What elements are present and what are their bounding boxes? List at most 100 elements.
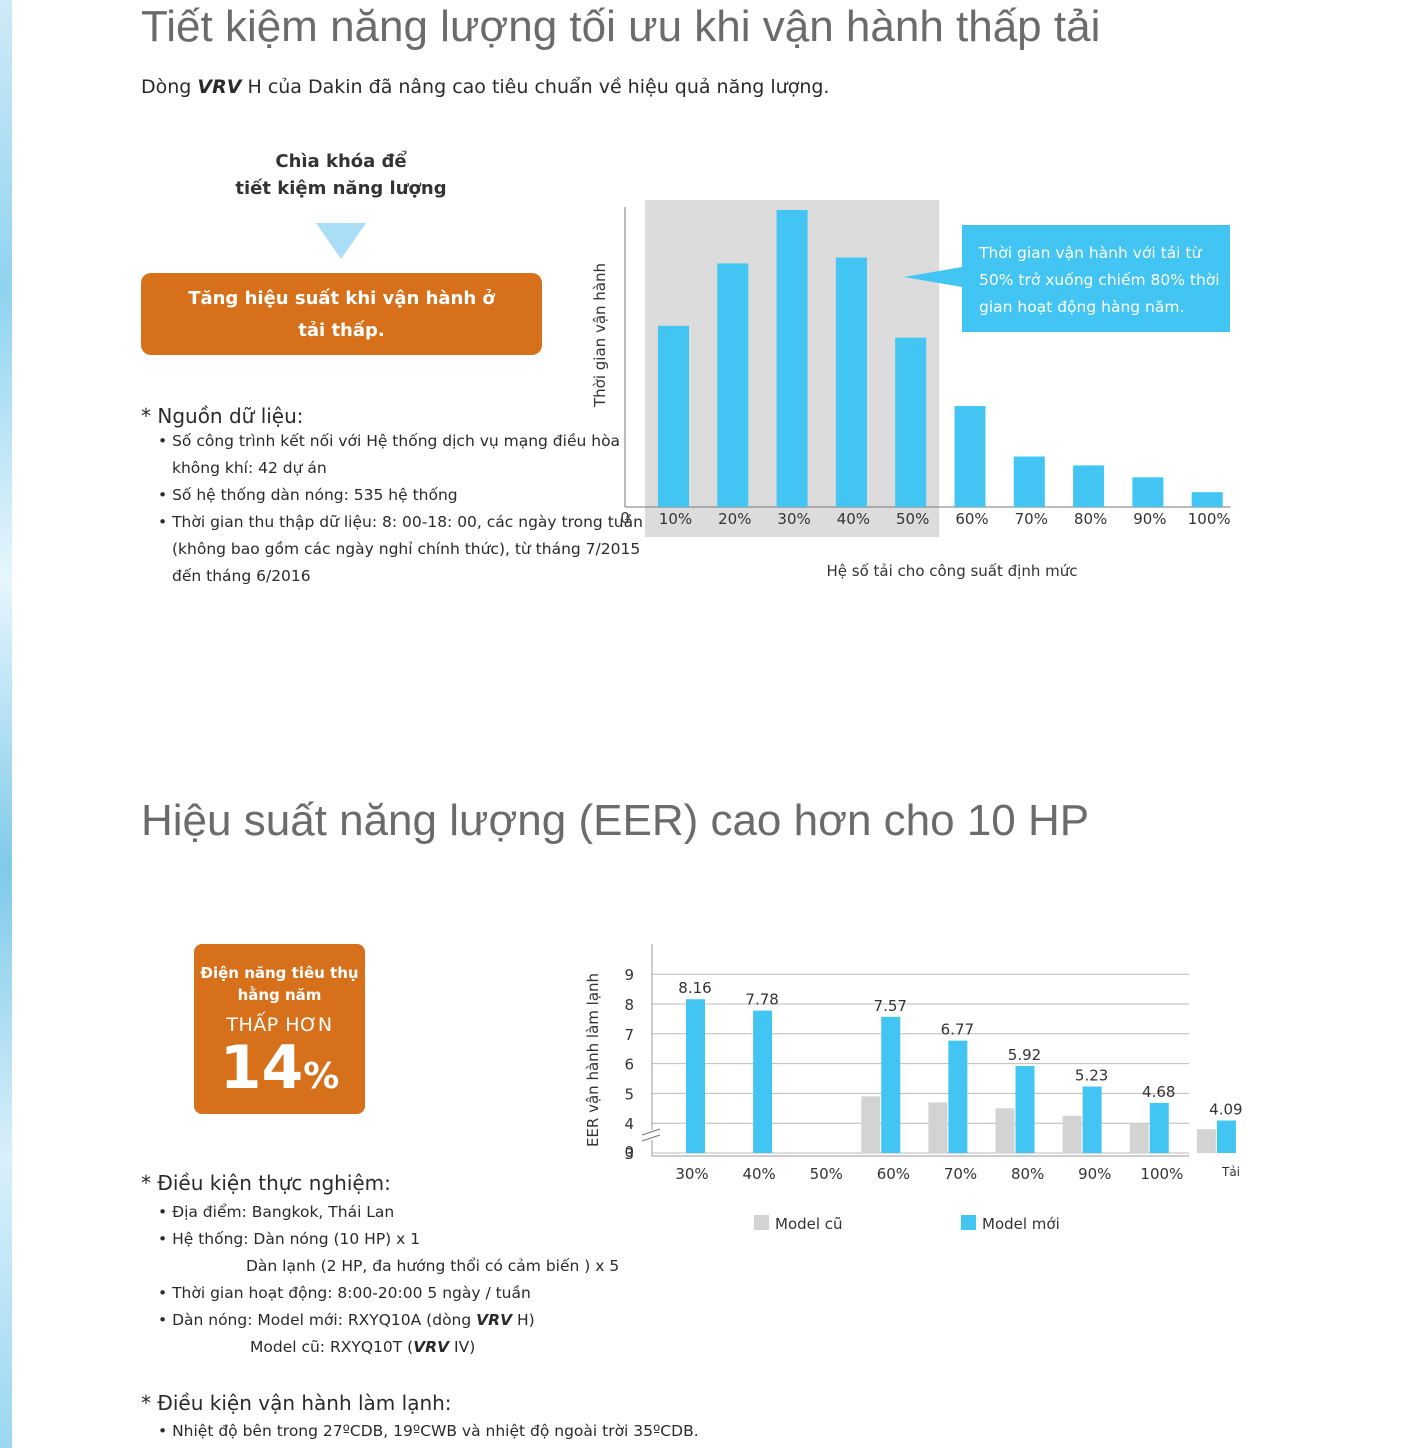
vrv-brand: VRV	[476, 1311, 513, 1329]
data-label: 4.09	[1209, 1101, 1242, 1119]
y-tick-label: 4	[624, 1115, 634, 1133]
list-item: • Số công trình kết nối với Hệ thống dịc…	[158, 432, 621, 450]
key-title: Chìa khóa để tiết kiệm năng lượng	[235, 151, 447, 199]
data-label: 8.16	[678, 979, 711, 997]
list-item: • Thời gian thu thập dữ liệu: 8: 00-18: …	[158, 513, 643, 531]
y-tick-label: 6	[624, 1056, 634, 1074]
x-tick-label: 70%	[1015, 510, 1048, 528]
list-item: đến tháng 6/2016	[172, 567, 311, 585]
source-list: • Số công trình kết nối với Hệ thống dịc…	[158, 428, 643, 590]
data-label: 7.78	[745, 991, 778, 1009]
x-tick-label: 100%	[1188, 510, 1231, 528]
x-tick-label: 50%	[896, 510, 929, 528]
x-axis-label: Hệ số tải cho công suất định mức	[827, 562, 1078, 580]
bar-old-50%	[861, 1096, 881, 1153]
legend-label-old: Model cũ	[775, 1215, 843, 1233]
bar-50%	[895, 337, 927, 507]
x-tick-label: 40%	[837, 510, 870, 528]
bar-old-90%	[1129, 1123, 1149, 1153]
legend-swatch-new	[961, 1215, 976, 1230]
x-tick-label: 30%	[675, 1165, 708, 1183]
list-item: • Dàn nóng: Model mới: RXYQ10A (dòng VRV…	[158, 1311, 535, 1329]
eer-chart: 03 4 5 6 7 8 9 8.16 30% 7.78 40% 7.57 50% 6.77 60% 5.92…	[584, 944, 1243, 1233]
axis-break-icon	[641, 1128, 661, 1142]
x-tick-label: 90%	[1133, 510, 1166, 528]
x-tick-label: 30%	[777, 510, 810, 528]
bar-10%	[658, 325, 689, 507]
bar-new-60%	[948, 1040, 968, 1153]
data-label: 7.57	[874, 997, 907, 1015]
data-label: 4.68	[1142, 1083, 1175, 1101]
x-tick-label: 100%	[1140, 1165, 1183, 1183]
bar-90%	[1132, 477, 1164, 507]
section1-title: Tiết kiệm năng lượng tối ưu khi vận hành…	[141, 2, 1101, 51]
x-tick-label: 20%	[718, 510, 751, 528]
bar-new-90%	[1149, 1102, 1169, 1153]
x-tick-label: 80%	[1011, 1165, 1044, 1183]
bar-70%	[1013, 456, 1045, 507]
source-heading: * Nguồn dữ liệu:	[141, 404, 304, 428]
y-tick-label: 7	[624, 1026, 634, 1044]
bar-old-80%	[1062, 1115, 1082, 1153]
badge-lower-text: THẤP HƠN	[226, 1014, 333, 1036]
x-axis-label: Tải	[1221, 1165, 1240, 1179]
section1-intro: Dòng VRV H của Dakin đã nâng cao tiêu ch…	[141, 76, 830, 98]
bar-old-70%	[995, 1108, 1015, 1153]
bar-new-100%	[1216, 1120, 1236, 1153]
bar-old-60%	[928, 1102, 948, 1153]
badge-label: Điện năng tiêu thụ hằng năm	[200, 964, 359, 1004]
key-box: Tăng hiệu suất khi vận hành ở tải thấp.	[141, 273, 542, 355]
bar-80%	[1073, 465, 1105, 507]
x-tick-label: 40%	[742, 1165, 775, 1183]
bar-new-50%	[881, 1016, 901, 1153]
x-tick-label: 60%	[955, 510, 988, 528]
y-tick-label: 3	[624, 1145, 634, 1163]
vrv-brand: VRV	[413, 1338, 450, 1356]
x-tick-label: 70%	[944, 1165, 977, 1183]
bar-new-80%	[1082, 1086, 1102, 1153]
y-axis-label: EER vận hành làm lạnh	[584, 973, 602, 1147]
decorative-edge	[0, 0, 12, 1448]
bar-100%	[1191, 492, 1223, 507]
conditions-list: • Địa điểm: Bangkok, Thái Lan • Hệ thống…	[158, 1199, 619, 1361]
conditions-heading: * Điều kiện thực nghiệm:	[141, 1171, 391, 1195]
bar-new-40%	[753, 1010, 773, 1153]
bar-20%	[717, 263, 749, 507]
y-tick-label: 5	[624, 1085, 634, 1103]
x-tick-label: 60%	[877, 1165, 910, 1183]
list-item: Model cũ: RXYQ10T (VRV IV)	[250, 1338, 476, 1356]
origin-label: 0	[620, 509, 630, 527]
bar-new-30%	[686, 999, 705, 1153]
bar-old-100%	[1196, 1129, 1216, 1153]
bar-60%	[954, 406, 986, 507]
callout-pointer	[904, 267, 962, 287]
x-tick-label: 50%	[810, 1165, 843, 1183]
bar-40%	[835, 257, 867, 507]
list-item: (không bao gồm các ngày nghỉ chính thức)…	[172, 540, 641, 558]
list-item: Dàn lạnh (2 HP, đa hướng thổi có cảm biế…	[246, 1257, 620, 1275]
legend-swatch-old	[754, 1215, 769, 1230]
callout-box: Thời gian vận hành với tải từ 50% trở xu…	[962, 225, 1230, 332]
list-item: • Số hệ thống dàn nóng: 535 hệ thống	[158, 486, 458, 504]
list-item: • Địa điểm: Bangkok, Thái Lan	[158, 1203, 395, 1221]
x-tick-label: 90%	[1078, 1165, 1111, 1183]
y-tick-label: 0	[624, 1143, 634, 1161]
load-distribution-chart: 0 10% 20% 30% 40% 50% 60% 70% 80% 90% 100% Hệ số tả…	[591, 200, 1231, 580]
list-item: không khí: 42 dự án	[172, 459, 327, 477]
down-triangle-icon	[316, 223, 366, 259]
vrv-brand: VRV	[197, 76, 242, 98]
list-item: • Hệ thống: Dàn nóng (10 HP) x 1	[158, 1230, 421, 1248]
badge-value: 14%	[219, 1033, 340, 1103]
cooling-heading: * Điều kiện vận hành làm lạnh:	[141, 1391, 452, 1415]
bar-30%	[776, 210, 808, 507]
cooling-list: • Nhiệt độ bên trong 27ºCDB, 19ºCWB và n…	[158, 1418, 699, 1445]
list-item: • Thời gian hoạt động: 8:00-20:00 5 ngày…	[158, 1284, 531, 1302]
data-label: 5.23	[1075, 1067, 1108, 1085]
section2-title: Hiệu suất năng lượng (EER) cao hơn cho 1…	[141, 796, 1090, 845]
y-tick-label: 9	[624, 966, 634, 984]
list-item: • Nhiệt độ bên trong 27ºCDB, 19ºCWB và n…	[158, 1422, 699, 1440]
x-tick-label: 80%	[1074, 510, 1107, 528]
legend-label-new: Model mới	[982, 1215, 1060, 1233]
energy-saving-badge: Điện năng tiêu thụ hằng năm THẤP HƠN 14%	[194, 944, 365, 1114]
data-label: 5.92	[1008, 1046, 1041, 1064]
